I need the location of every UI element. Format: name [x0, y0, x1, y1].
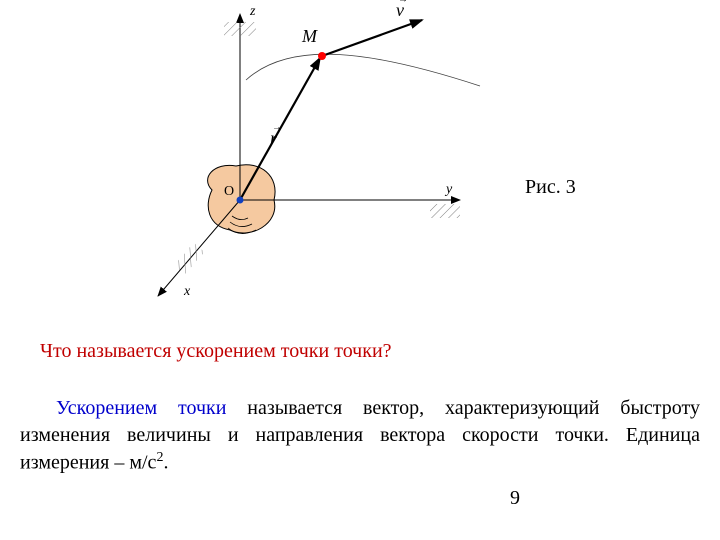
origin-point	[237, 197, 244, 204]
diagram-svg	[140, 0, 500, 320]
point-m	[318, 52, 326, 60]
trajectory-curve	[246, 54, 480, 86]
definition-text: Ускорением точки называется вектор, хара…	[20, 395, 700, 477]
coordinate-diagram: z y x O M → r → v	[140, 0, 500, 320]
definition-term: Ускорением точки	[56, 397, 226, 419]
v-label: → v	[396, 0, 404, 21]
definition-rest-2: .	[163, 452, 168, 474]
y-hatch	[430, 204, 460, 218]
x-label: x	[184, 284, 190, 300]
figure-caption: Рис. 3	[525, 176, 576, 199]
y-label: y	[446, 182, 452, 198]
v-vector	[322, 20, 422, 56]
question-text: Что называется ускорением точки точки?	[40, 340, 680, 363]
r-label: → r	[270, 128, 277, 149]
z-label: z	[250, 4, 255, 20]
o-label: O	[224, 184, 234, 200]
z-hatch	[224, 22, 256, 36]
m-label: M	[302, 26, 317, 47]
page-number: 9	[510, 487, 520, 510]
